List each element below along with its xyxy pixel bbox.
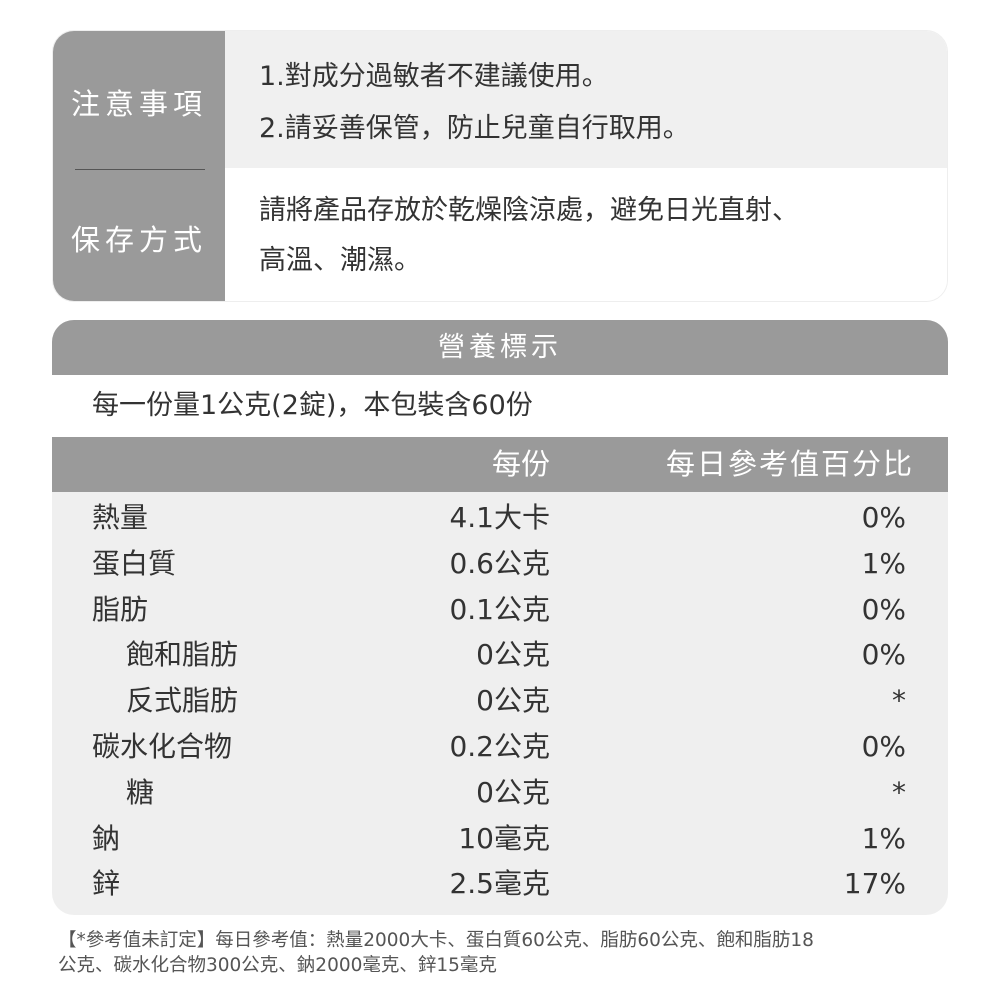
notes-label: 注意事項 — [70, 87, 207, 121]
notes-line-1: 1.對成分過敏者不建議使用。 — [259, 61, 609, 92]
info-card: 注意事項 保存方式 1.對成分過敏者不建議使用。 2.請妥善保管，防止兒童自行取… — [52, 30, 948, 302]
nutrient-value: 0公克 — [476, 684, 550, 718]
nutrient-name: 鋅 — [92, 867, 121, 901]
nutrition-table: 營養標示 每一份量1公克(2錠)，本包裝含60份 每份 每日參考值百分比 熱量 4… — [52, 320, 948, 915]
nutrient-daily-pct: 0% — [861, 501, 906, 534]
footnote-line-2: 公克、碳水化合物300公克、鈉2000毫克、鋅15毫克 — [58, 955, 497, 976]
nutrient-value: 2.5毫克 — [449, 867, 550, 901]
table-row: 碳水化合物 0.2公克 0% — [52, 724, 948, 770]
nutrient-daily-pct: 0% — [861, 638, 906, 672]
nutrient-name: 飽和脂肪 — [126, 638, 239, 672]
nutrient-daily-pct: 1% — [861, 821, 906, 855]
nutrient-value: 0.1公克 — [449, 592, 550, 626]
nutrient-daily-pct: 0% — [861, 592, 906, 626]
footnote-line-1: 【*參考值未訂定】每日參考值：熱量2000大卡、蛋白質60公克、脂肪60公克、飽… — [58, 930, 814, 951]
nutrient-value: 0公克 — [476, 638, 550, 672]
label-column: 注意事項 保存方式 — [53, 31, 225, 301]
table-row: 蛋白質 0.6公克 1% — [52, 541, 948, 587]
storage-section: 請將產品存放於乾燥陰涼處，避免日光直射、 高溫、潮濕。 — [225, 168, 947, 301]
nutrient-daily-pct: 17% — [843, 867, 906, 901]
column-header: 每份 每日參考值百分比 — [52, 437, 948, 492]
nutrient-name: 糖 — [126, 775, 155, 809]
label-divider — [75, 169, 205, 170]
notes-section: 1.對成分過敏者不建議使用。 2.請妥善保管，防止兒童自行取用。 — [225, 31, 947, 168]
nutrient-daily-pct: * — [892, 684, 906, 718]
daily-value-header: 每日參考值百分比 — [665, 447, 914, 481]
table-row: 熱量 4.1大卡 0% — [52, 495, 948, 541]
nutrient-name: 反式脂肪 — [126, 684, 239, 718]
table-row: 鈉 10毫克 1% — [52, 816, 948, 862]
nutrition-title: 營養標示 — [52, 320, 948, 375]
nutrient-name: 蛋白質 — [92, 546, 177, 580]
nutrient-value: 4.1大卡 — [449, 501, 550, 534]
table-row: 脂肪 0.1公克 0% — [52, 587, 948, 633]
footnote: 【*參考值未訂定】每日參考值：熱量2000大卡、蛋白質60公克、脂肪60公克、飽… — [58, 928, 948, 978]
nutrient-value: 0公克 — [476, 775, 550, 809]
nutrient-value: 0.2公克 — [449, 729, 550, 763]
table-row: 鋅 2.5毫克 17% — [52, 861, 948, 907]
nutrient-value: 0.6公克 — [449, 546, 550, 580]
nutrient-name: 鈉 — [92, 821, 121, 855]
nutrition-rows: 熱量 4.1大卡 0% 蛋白質 0.6公克 1% 脂肪 0.1公克 0% 飽和脂肪 0公克 0% 反式脂… — [52, 492, 948, 907]
nutrient-daily-pct: 0% — [861, 729, 906, 763]
nutrient-name: 碳水化合物 — [92, 729, 233, 763]
storage-line-2: 高溫、潮濕。 — [259, 245, 421, 276]
storage-label: 保存方式 — [70, 223, 207, 257]
table-row: 糖 0公克 * — [52, 770, 948, 816]
nutrient-name: 熱量 — [92, 501, 149, 534]
nutrient-name: 脂肪 — [92, 592, 149, 626]
nutrient-value: 10毫克 — [458, 821, 550, 855]
table-row: 反式脂肪 0公克 * — [52, 678, 948, 724]
nutrient-daily-pct: * — [892, 775, 906, 809]
storage-line-1: 請將產品存放於乾燥陰涼處，避免日光直射、 — [259, 195, 799, 226]
nutrient-daily-pct: 1% — [861, 546, 906, 580]
table-row: 飽和脂肪 0公克 0% — [52, 632, 948, 678]
per-serving-header: 每份 — [491, 447, 550, 481]
serving-info: 每一份量1公克(2錠)，本包裝含60份 — [52, 375, 948, 437]
notes-line-2: 2.請妥善保管，防止兒童自行取用。 — [259, 113, 690, 144]
